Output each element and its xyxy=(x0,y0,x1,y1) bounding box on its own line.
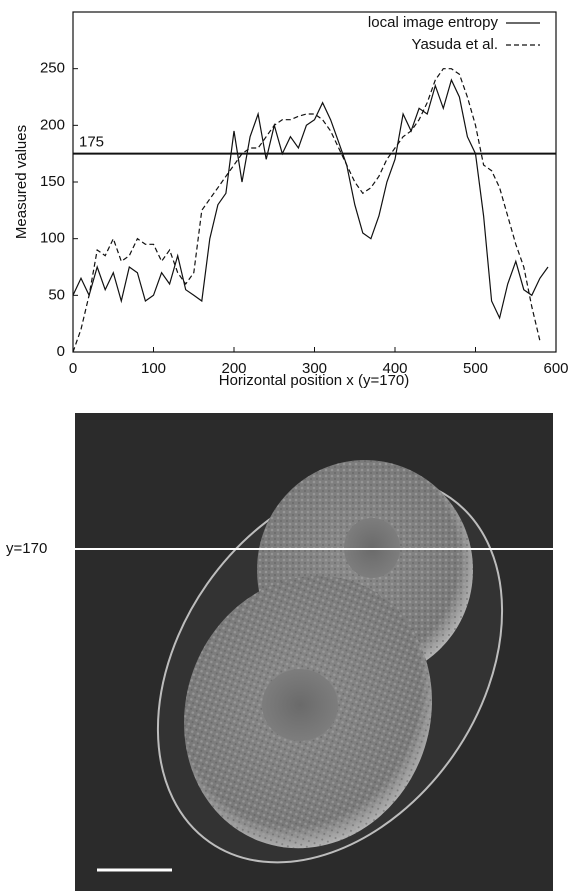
micrograph xyxy=(75,413,553,891)
y-tick-label: 100 xyxy=(40,230,65,247)
y-tick-label: 250 xyxy=(40,60,65,77)
y-axis-label: Measured values xyxy=(13,125,30,239)
y-tick-label: 50 xyxy=(48,286,65,303)
y-tick-label: 200 xyxy=(40,116,65,133)
x-tick-label: 0 xyxy=(69,360,77,377)
y-tick-label: 0 xyxy=(57,343,65,360)
data-line xyxy=(72,78,549,320)
legend-label: local image entropy xyxy=(368,14,499,31)
x-tick-label: 200 xyxy=(221,360,246,377)
legend-label: Yasuda et al. xyxy=(412,36,498,53)
x-tick-label: 600 xyxy=(543,360,568,377)
x-tick-label: 500 xyxy=(463,360,488,377)
image-line-label: y=170 xyxy=(6,540,47,557)
y-tick-label: 150 xyxy=(40,173,65,190)
x-tick-label: 300 xyxy=(302,360,327,377)
x-axis-label: Horizontal position x (y=170) xyxy=(219,372,410,389)
x-tick-label: 100 xyxy=(141,360,166,377)
threshold-label: 175 xyxy=(79,134,104,151)
data-line xyxy=(72,68,541,353)
x-tick-label: 400 xyxy=(382,360,407,377)
